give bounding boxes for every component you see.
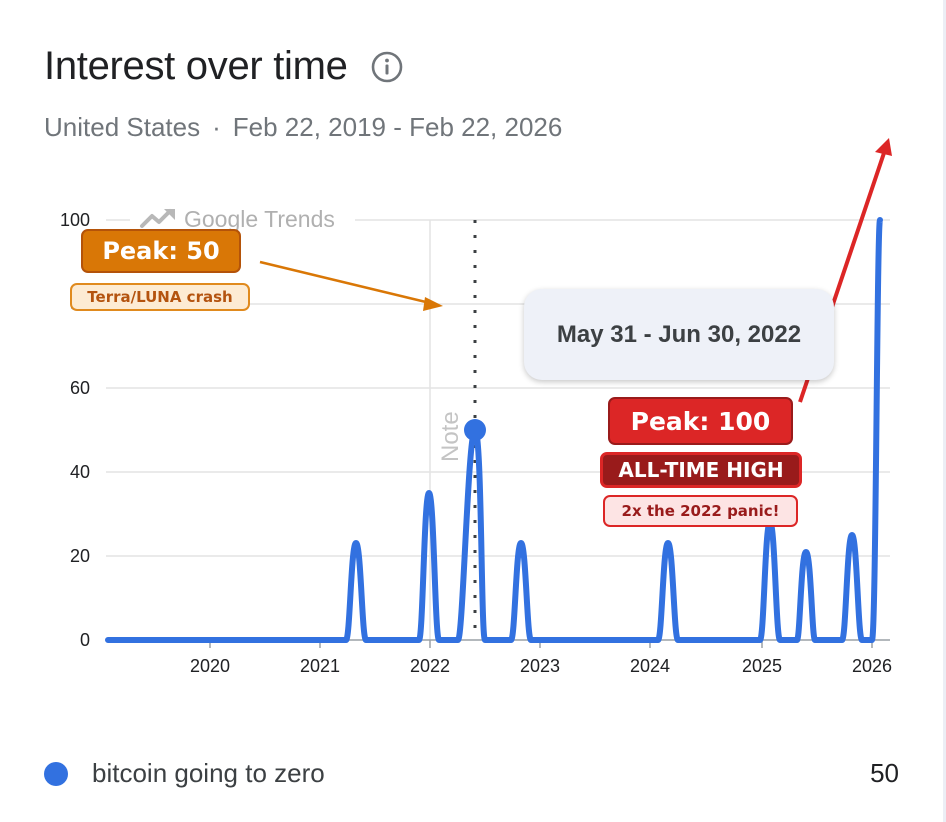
all-time-high-tag: ALL-TIME HIGH	[600, 452, 802, 488]
legend-term[interactable]: bitcoin going to zero	[92, 758, 325, 788]
highlighted-data-point[interactable]	[464, 419, 486, 441]
svg-text:2021: 2021	[300, 656, 340, 676]
header: Interest over time	[44, 44, 404, 89]
terra-luna-caption: Terra/LUNA crash	[70, 283, 250, 311]
svg-text:2020: 2020	[190, 656, 230, 676]
x-axis-labels: 2020 2021 2022 2023 2024 2025 2026	[190, 656, 892, 676]
subtitle: United States · Feb 22, 2019 - Feb 22, 202…	[44, 112, 562, 143]
svg-text:2026: 2026	[852, 656, 892, 676]
y-tick-0: 0	[80, 630, 90, 650]
page-title: Interest over time	[44, 44, 348, 88]
panic-caption: 2x the 2022 panic!	[603, 495, 798, 527]
svg-text:2022: 2022	[410, 656, 450, 676]
svg-text:Google Trends: Google Trends	[184, 206, 335, 232]
series-line	[105, 217, 883, 643]
svg-text:2024: 2024	[630, 656, 670, 676]
y-tick-60: 60	[70, 378, 90, 398]
legend-value: 50	[870, 758, 899, 788]
info-icon[interactable]	[370, 50, 404, 84]
svg-text:2023: 2023	[520, 656, 560, 676]
legend: bitcoin going to zero 50	[44, 758, 899, 789]
peak-100-badge: Peak: 100	[608, 397, 793, 445]
tooltip-date: May 31 - Jun 30, 2022	[556, 320, 802, 348]
note-label[interactable]: Note	[437, 411, 464, 462]
y-tick-20: 20	[70, 546, 90, 566]
y-axis-labels: 100 80 60 40 20 0	[60, 210, 90, 650]
y-tick-100: 100	[60, 210, 90, 230]
scroll-edge	[943, 0, 946, 822]
series-color-dot-icon	[44, 761, 68, 786]
separator: ·	[212, 112, 221, 142]
y-tick-40: 40	[70, 462, 90, 482]
orange-arrow	[259, 260, 443, 311]
date-range: Feb 22, 2019 - Feb 22, 2026	[232, 112, 563, 142]
trending-up-icon	[140, 209, 172, 228]
peak-50-badge: Peak: 50	[81, 229, 241, 273]
hover-tooltip: May 31 - Jun 30, 2022	[524, 289, 834, 380]
svg-text:2025: 2025	[742, 656, 782, 676]
region-label: United States	[44, 112, 201, 142]
